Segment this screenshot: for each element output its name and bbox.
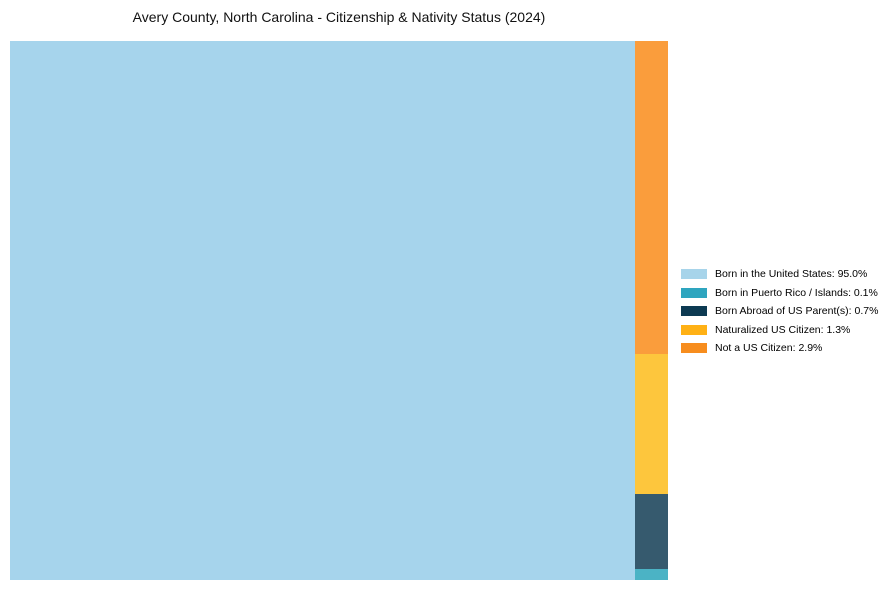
legend-swatch-icon (681, 306, 707, 317)
legend-label: Born in Puerto Rico / Islands: 0.1% (715, 286, 878, 299)
treemap-tile-born-in-the-united-states[interactable] (10, 41, 636, 580)
treemap (10, 41, 668, 580)
legend-label: Not a US Citizen: 2.9% (715, 342, 823, 355)
legend-swatch-icon (681, 269, 707, 280)
legend-item-born-abroad-of-us-parent-s[interactable]: Born Abroad of US Parent(s): 0.7% (681, 302, 878, 321)
legend-item-not-a-us-citizen[interactable]: Not a US Citizen: 2.9% (681, 339, 878, 358)
treemap-tile-naturalized-us-citizen[interactable] (635, 353, 668, 494)
treemap-tile-not-a-us-citizen[interactable] (635, 41, 668, 354)
treemap-right-column (635, 41, 668, 580)
chart-title: Avery County, North Carolina - Citizensh… (132, 9, 546, 25)
treemap-tile-born-abroad-of-us-parent-s[interactable] (635, 493, 668, 570)
treemap-tile-born-in-puerto-rico-islands[interactable] (635, 569, 668, 580)
legend-label: Born Abroad of US Parent(s): 0.7% (715, 305, 879, 318)
legend-label: Naturalized US Citizen: 1.3% (715, 323, 851, 336)
legend-swatch-icon (681, 287, 707, 298)
legend-swatch-icon (681, 343, 707, 354)
legend-item-naturalized-us-citizen[interactable]: Naturalized US Citizen: 1.3% (681, 321, 878, 340)
legend-label: Born in the United States: 95.0% (715, 268, 868, 281)
legend-item-born-in-puerto-rico-islands[interactable]: Born in Puerto Rico / Islands: 0.1% (681, 284, 878, 303)
legend: Born in the United States: 95.0% Born in … (681, 265, 878, 358)
legend-swatch-icon (681, 324, 707, 335)
legend-item-born-in-the-united-states[interactable]: Born in the United States: 95.0% (681, 265, 878, 284)
